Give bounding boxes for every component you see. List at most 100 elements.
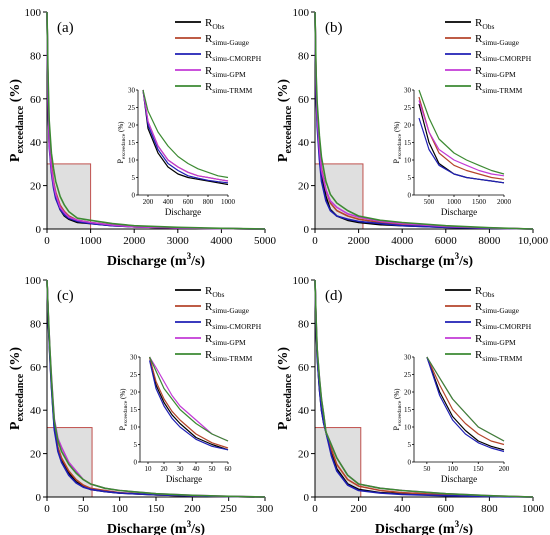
series-line-r_simu-trmm: [46, 279, 266, 498]
inset-y-tick-label: 10: [404, 157, 412, 165]
inset-x-axis-label: Discharge: [166, 474, 202, 484]
legend-entry-sub: simu-GPM: [482, 338, 516, 347]
inset-x-tick-label: 2000: [497, 198, 512, 206]
inset-x-tick-label: 40: [193, 465, 201, 473]
series-line-r_simu-trmm: [314, 279, 534, 498]
inset-y-tick-label: 10: [130, 424, 138, 432]
inset-y-axis-label-main: P: [392, 426, 401, 431]
y-tick-label: 0: [304, 492, 310, 504]
inset-x-tick-label: 100: [447, 465, 458, 473]
inset-x-tick-label: 1000: [447, 198, 462, 206]
legend-entry-sub: simu-TRMM: [482, 86, 522, 95]
inset-y-tick-label: 0: [408, 192, 412, 200]
x-axis-label-tail: /s): [458, 522, 473, 535]
x-tick-label: 200: [184, 503, 201, 515]
y-tick-label: 100: [25, 7, 42, 19]
legend-entry-base: R: [475, 301, 483, 313]
legend-entry-sub: simu-CMORPH: [482, 322, 531, 331]
legend-entry: Rsimu-GPM: [475, 65, 516, 79]
inset-y-tick-label: 20: [404, 389, 412, 397]
x-tick-label: 200: [350, 503, 367, 515]
inset-y-axis-label: Pexceedance (%): [118, 388, 129, 431]
legend-entry: Rsimu-CMORPH: [475, 317, 532, 331]
inset-y-axis-label: Pexceedance (%): [116, 121, 127, 164]
x-tick-label: 250: [220, 503, 237, 515]
inset-y-axis-label-unit: (%): [393, 388, 401, 401]
x-tick-label: 400: [394, 503, 411, 515]
x-tick-label: 0: [312, 235, 318, 247]
inset-y-tick-label: 10: [128, 157, 136, 165]
y-tick-label: 20: [30, 449, 42, 461]
y-axis-label: Pexceedance (%): [276, 79, 294, 162]
inset-chart: 0 5 10 15 20 25 30 500 1000 1500 2000 Pexceedance (…: [392, 87, 512, 218]
x-tick-label: 800: [481, 503, 498, 515]
inset-y-tick-label: 25: [128, 104, 136, 112]
inset-x-tick-label: 1500: [472, 198, 487, 206]
y-tick-label: 60: [30, 94, 42, 106]
x-tick-label: 0: [312, 503, 318, 515]
y-tick-label: 40: [30, 137, 42, 149]
inset-y-tick-label: 5: [408, 441, 412, 449]
legend-entry: RObs: [475, 17, 495, 31]
legend-entry-base: R: [205, 65, 213, 77]
x-axis-label: Discharge (m3/s): [107, 251, 206, 269]
panel-label: (a): [57, 20, 74, 36]
inset-x-tick-label: 20: [161, 465, 169, 473]
x-axis-label-sup: 3: [455, 251, 460, 261]
x-tick-label: 1000: [80, 235, 103, 247]
y-axis-label: Pexceedance (%): [8, 79, 26, 162]
x-axis-label-main: Discharge (m: [375, 522, 455, 535]
inset-y-tick-label: 5: [408, 174, 412, 182]
x-axis-label: Discharge (m3/s): [375, 251, 474, 269]
legend-entry-base: R: [475, 285, 483, 297]
x-tick-label: 6000: [435, 235, 458, 247]
inset-x-tick-label: 600: [183, 198, 194, 206]
legend-entry-base: R: [205, 317, 213, 329]
y-tick-label: 40: [298, 405, 310, 417]
inset-y-tick-label: 15: [404, 139, 412, 147]
inset-x-tick-label: 30: [177, 465, 185, 473]
legend-entry-base: R: [205, 285, 213, 297]
inset-series-line-r_simu-trmm: [426, 356, 505, 442]
inset-y-tick-label: 25: [130, 371, 138, 379]
y-tick-label: 60: [30, 362, 42, 374]
legend-entry-base: R: [475, 33, 483, 45]
x-axis-label-sup: 3: [187, 251, 192, 261]
x-tick-label: 0: [44, 503, 50, 515]
inset-y-axis-label: Pexceedance (%): [392, 388, 403, 431]
inset-y-tick-label: 0: [132, 192, 136, 200]
x-tick-label: 5000: [254, 235, 277, 247]
legend-entry-base: R: [475, 49, 483, 61]
inset-y-tick-label: 15: [128, 139, 136, 147]
inset-series-line-r_simu-trmm: [418, 89, 505, 175]
legend-entry: Rsimu-CMORPH: [205, 49, 262, 63]
x-axis-label-tail: /s): [190, 254, 205, 269]
y-tick-label: 80: [30, 318, 42, 330]
y-axis-label-sub: exceedance: [283, 105, 294, 153]
inset-series-line-r_simu-gauge: [142, 89, 229, 182]
series-line-r_simu-gpm: [314, 11, 534, 230]
inset-x-tick-label: 200: [499, 465, 510, 473]
legend-entry: Rsimu-GPM: [205, 65, 246, 79]
legend-entry-sub: Obs: [482, 22, 494, 31]
inset-y-tick-label: 25: [404, 104, 412, 112]
legend-entry-sub: simu-Gauge: [482, 306, 519, 315]
x-axis-label-main: Discharge (m: [107, 522, 187, 535]
legend-entry: Rsimu-Gauge: [475, 33, 520, 47]
legend-entry-sub: Obs: [482, 290, 494, 299]
inset-series-line-r_simu-cmorph: [418, 117, 505, 184]
legend-entry: RObs: [205, 285, 225, 299]
inset-y-tick-label: 30: [404, 354, 412, 362]
inset-y-tick-label: 30: [130, 354, 138, 362]
inset-y-tick-label: 30: [404, 87, 412, 95]
inset-y-axis-label-main: P: [116, 159, 125, 164]
y-axis-label-sub: exceedance: [283, 373, 294, 421]
legend-entry-base: R: [475, 65, 483, 77]
legend-entry: Rsimu-TRMM: [475, 349, 523, 363]
y-axis-label-unit: (%): [8, 79, 23, 106]
legend-entry: Rsimu-GPM: [475, 333, 516, 347]
legend-entry-base: R: [205, 333, 213, 345]
inset-y-tick-label: 20: [404, 122, 412, 130]
inset-y-axis-label-main: P: [392, 159, 401, 164]
legend-entry: Rsimu-CMORPH: [475, 49, 532, 63]
